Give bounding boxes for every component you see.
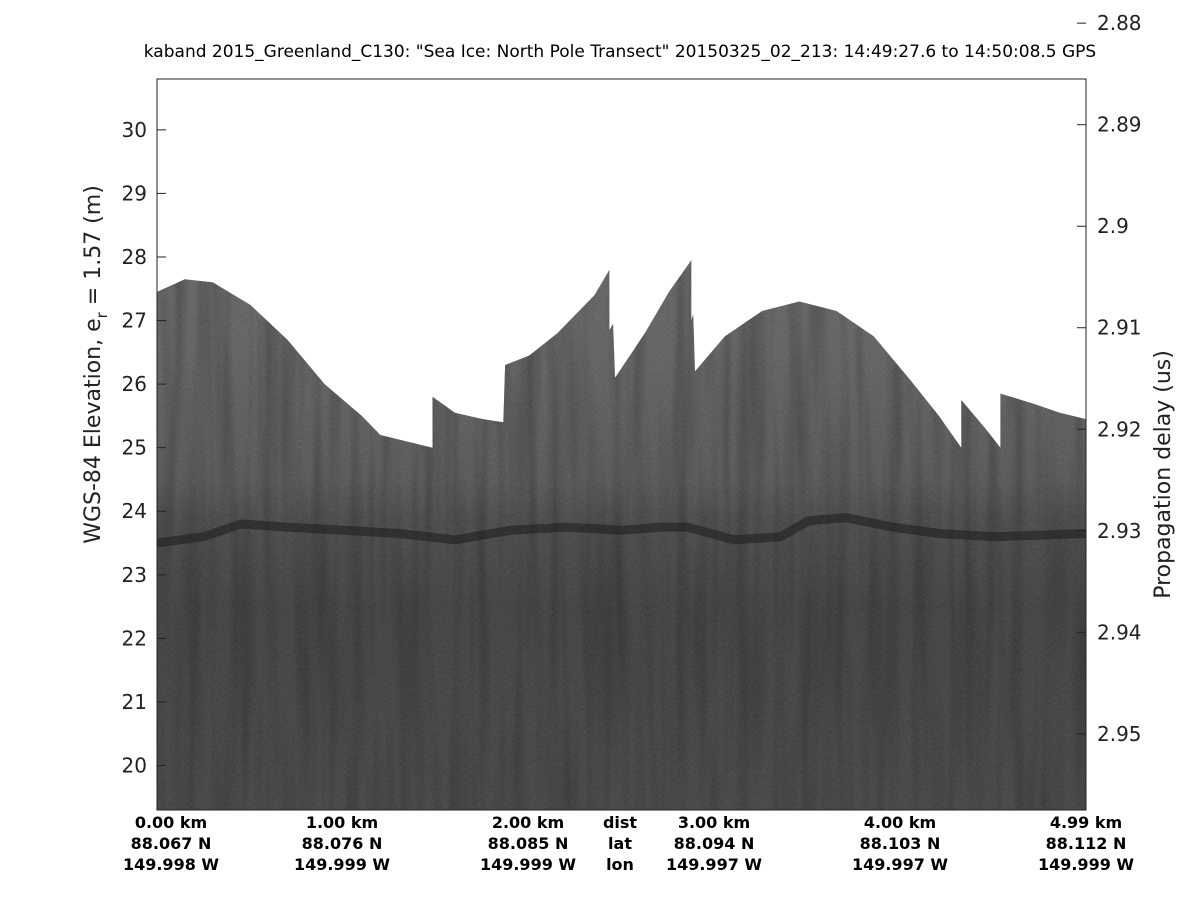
x-tick-lat: 88.076 N [301, 834, 383, 853]
x-tick-lat: 88.085 N [487, 834, 569, 853]
x-tick-dist: 1.00 km [305, 813, 379, 832]
left-tick-label: 29 [122, 181, 147, 205]
x-tick-dist: 2.00 km [491, 813, 565, 832]
right-tick-label: 2.93 [1097, 519, 1142, 543]
left-tick-label: 28 [122, 245, 147, 269]
x-tick-lat: 88.067 N [130, 834, 212, 853]
x-tick-dist: 0.00 km [134, 813, 208, 832]
x-tick-column: 4.99 km 88.112 N 149.999 W [1016, 812, 1156, 875]
left-tick-label: 22 [122, 626, 147, 650]
right-tick-label: 2.88 [1097, 11, 1142, 35]
left-tick-label: 24 [122, 499, 147, 523]
left-tick-label: 20 [122, 754, 147, 778]
right-tick-label: 2.89 [1097, 113, 1142, 137]
right-tick-label: 2.91 [1097, 316, 1142, 340]
left-tick-label: 26 [122, 372, 147, 396]
plot-frame [156, 78, 1087, 811]
ice-surface-return [157, 513, 1086, 548]
x-tick-lat: 88.094 N [673, 834, 755, 853]
right-tick-label: 2.9 [1097, 214, 1129, 238]
x-tick-lon: 149.998 W [122, 855, 220, 874]
row-label: lon [606, 855, 634, 874]
left-tick-label: 21 [122, 690, 147, 714]
right-tick-label: 2.95 [1097, 722, 1142, 746]
right-axis: 2.88 2.89 2.9 2.91 2.92 2.93 2.94 2.95 [1077, 11, 1142, 746]
x-tick-dist: 4.99 km [1049, 813, 1123, 832]
chart-title: kaband 2015_Greenland_C130: "Sea Ice: No… [143, 42, 1097, 62]
x-tick-column: 0.00 km 88.067 N 149.998 W [101, 812, 241, 875]
row-label: dist [602, 813, 638, 832]
echogram-speckle [157, 260, 1086, 810]
left-axis: 20 21 22 23 24 25 26 27 28 29 30 [122, 118, 166, 778]
x-tick-dist: 4.00 km [863, 813, 937, 832]
right-tick-label: 2.94 [1097, 620, 1142, 644]
x-tick-lon: 149.999 W [293, 855, 391, 874]
x-tick-lat: 88.112 N [1045, 834, 1127, 853]
x-tick-lon: 149.999 W [479, 855, 577, 874]
right-tick-label: 2.92 [1097, 417, 1142, 441]
left-axis-label: WGS-84 Elevation, er = 1.57 (m) [81, 185, 111, 544]
x-tick-lat: 88.103 N [859, 834, 941, 853]
left-tick-label: 30 [122, 118, 147, 142]
x-tick-column: 3.00 km 88.094 N 149.997 W [644, 812, 784, 875]
left-tick-label: 27 [122, 309, 147, 333]
row-labels: dist lat lon [590, 812, 650, 875]
x-tick-dist: 3.00 km [677, 813, 751, 832]
x-tick-column: 4.00 km 88.103 N 149.997 W [830, 812, 970, 875]
x-tick-lon: 149.997 W [851, 855, 949, 874]
left-tick-label: 25 [122, 436, 147, 460]
x-tick-lon: 149.999 W [1037, 855, 1135, 874]
x-tick-column: 2.00 km 88.085 N 149.999 W [458, 812, 598, 875]
x-tick-lon: 149.997 W [665, 855, 763, 874]
x-tick-column: 1.00 km 88.076 N 149.999 W [272, 812, 412, 875]
right-axis-label: Propagation delay (us) [1151, 350, 1176, 599]
row-label: lat [608, 834, 632, 853]
left-tick-label: 23 [122, 563, 147, 587]
